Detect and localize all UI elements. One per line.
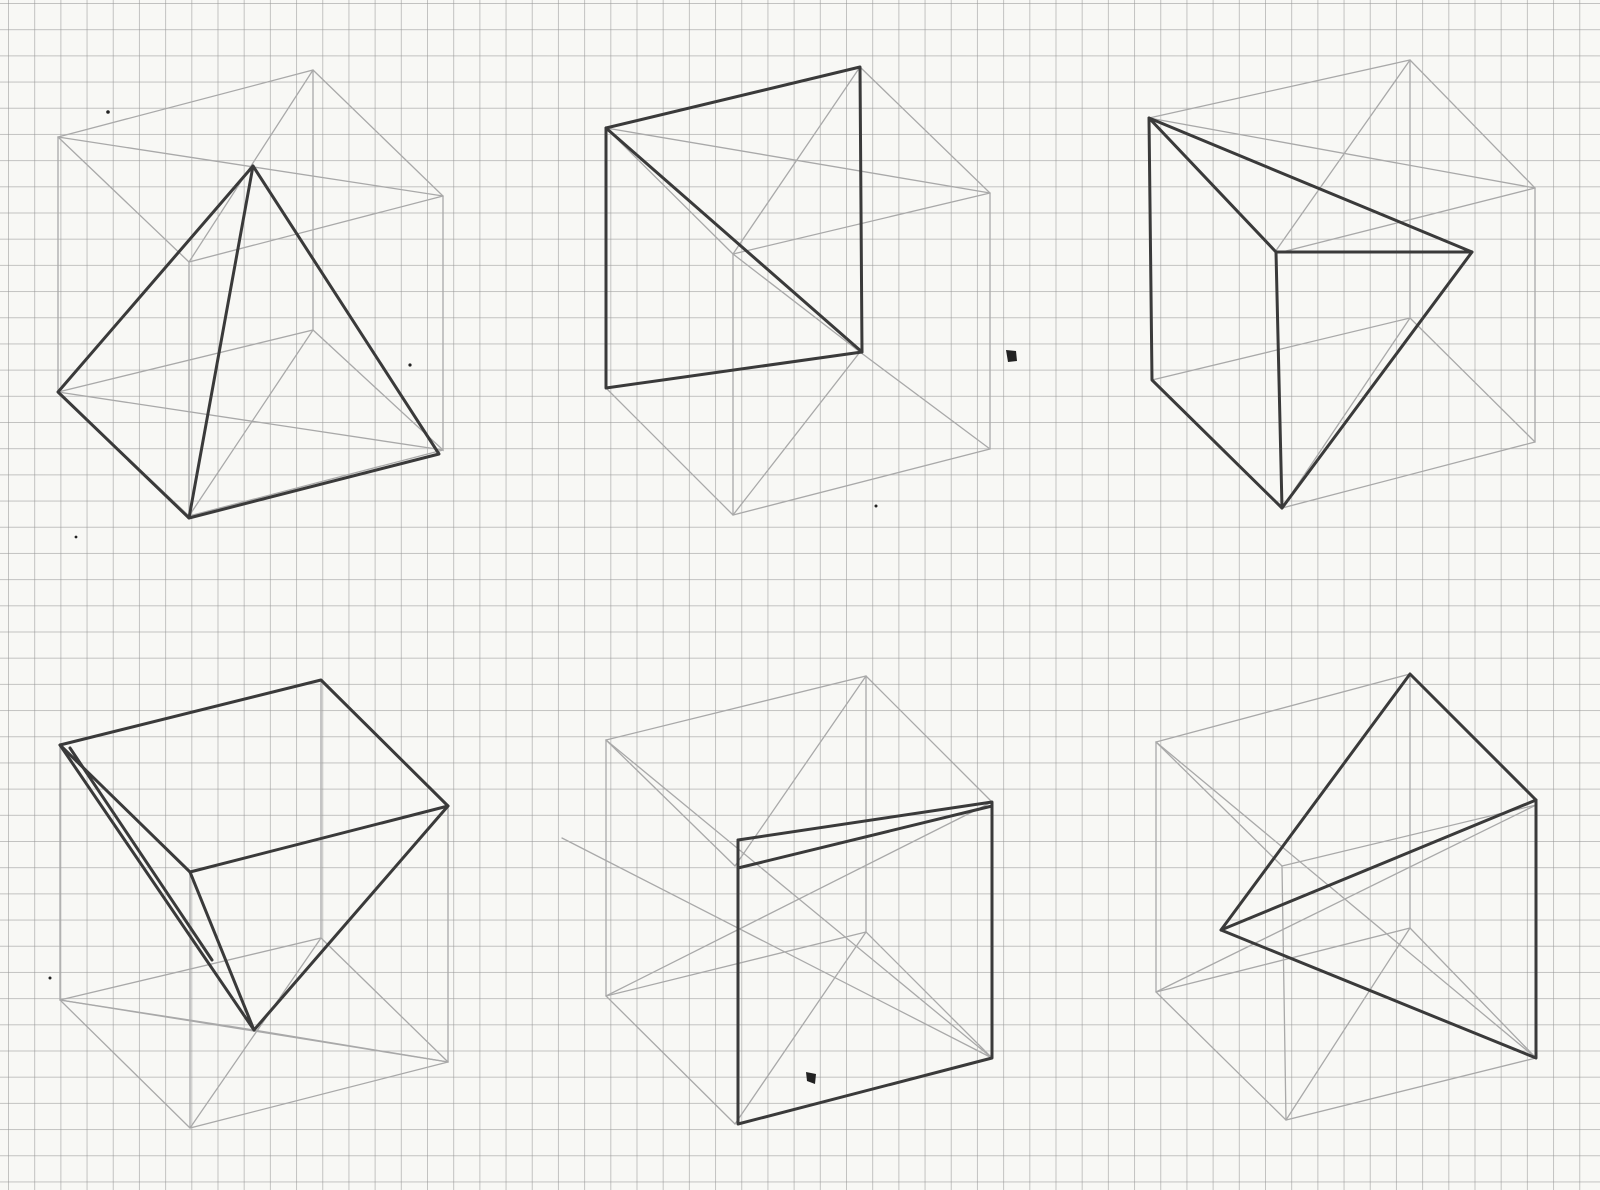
sketch-triangular-prism-top: [604, 65, 1017, 516]
sketch-wedge-top-right: [1147, 59, 1536, 510]
sketch-inverted-wedge: [48, 678, 450, 1129]
sketch-prism-front-face: [561, 675, 994, 1126]
sketch-pyramid-in-cube: [56, 69, 444, 539]
sketch-triangular-pyramid: [1155, 672, 1538, 1121]
